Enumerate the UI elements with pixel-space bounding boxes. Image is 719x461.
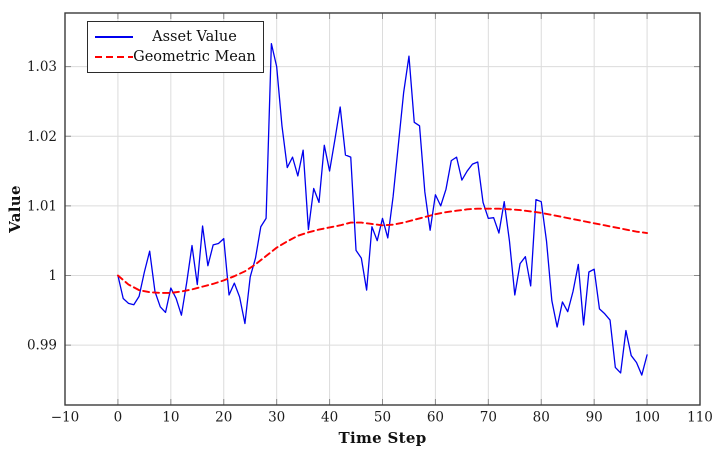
legend-label-asset-value: Asset Value <box>152 29 237 45</box>
x-tick-label: 0 <box>114 410 123 426</box>
x-axis-label-container: Time Step <box>65 428 700 447</box>
legend: Asset Value Geometric Mean <box>87 21 264 73</box>
x-tick-label: 90 <box>586 410 603 426</box>
plot-border <box>64 12 701 406</box>
x-tick-label: −10 <box>51 410 80 426</box>
legend-item-asset-value: Asset Value <box>95 29 256 45</box>
x-tick-label: 10 <box>162 410 179 426</box>
legend-label-geometric-mean: Geometric Mean <box>133 49 256 65</box>
x-tick-label: 40 <box>321 410 338 426</box>
x-axis-label: Time Step <box>338 429 427 447</box>
y-axis-label-container: Value <box>0 13 30 405</box>
series-line-geometric-mean <box>116 207 649 294</box>
x-tick-label: 70 <box>480 410 497 426</box>
y-tick-label: 1.02 <box>27 129 57 145</box>
y-tick-label: 1.03 <box>27 59 57 75</box>
y-axis-label: Value <box>6 185 25 233</box>
x-tick-label: 60 <box>427 410 444 426</box>
x-tick-label: 50 <box>374 410 391 426</box>
legend-line-sample-solid <box>95 36 133 38</box>
y-tick-label: 1 <box>48 268 57 284</box>
x-tick-label: 80 <box>533 410 550 426</box>
series-line-asset-value <box>117 42 648 376</box>
y-tick-label: 1.01 <box>27 198 57 214</box>
y-tick-label: 0.99 <box>27 338 57 354</box>
legend-item-geometric-mean: Geometric Mean <box>95 49 256 65</box>
legend-line-sample-dashed <box>95 55 133 59</box>
x-tick-label: 100 <box>634 410 660 426</box>
x-tick-label: 20 <box>215 410 232 426</box>
x-tick-label: 30 <box>268 410 285 426</box>
x-tick-label: 110 <box>687 410 713 426</box>
